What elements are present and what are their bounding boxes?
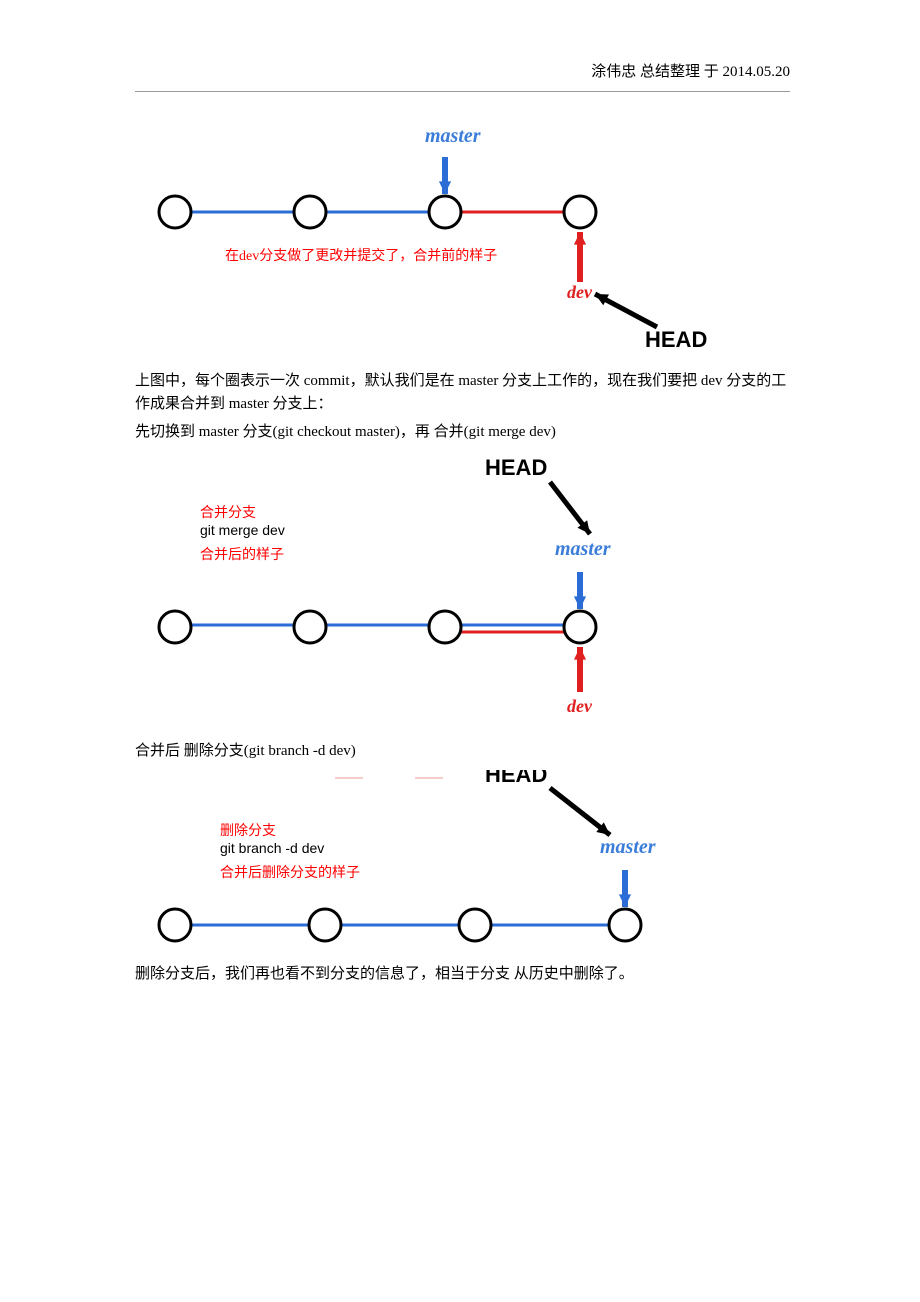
- paragraph-2: 先切换到 master 分支(git checkout master)，再 合并…: [135, 421, 790, 444]
- paragraph-3: 合并后 删除分支(git branch -d dev): [135, 740, 790, 763]
- header-rule: [135, 91, 790, 92]
- diagram-before-merge: master dev HEAD 在dev分支做了更改并提交了，合并前的样子: [135, 112, 790, 362]
- svg-text:dev: dev: [567, 282, 593, 302]
- svg-text:合并后的样子: 合并后的样子: [200, 547, 284, 563]
- diagram-after-delete: HEAD master 删除分支git branch -d dev 合并后删除分支的样…: [135, 770, 790, 955]
- svg-text:合并分支: 合并分支: [200, 505, 256, 521]
- paragraph-1: 上图中，每个圈表示一次 commit，默认我们是在 master 分支上工作的，…: [135, 370, 790, 415]
- svg-text:git branch -d dev: git branch -d dev: [220, 840, 324, 856]
- svg-text:HEAD: HEAD: [485, 455, 547, 480]
- diagram-after-merge: HEAD master dev 合并分支git merge dev 合并后的样子: [135, 452, 790, 732]
- svg-text:master: master: [555, 538, 611, 560]
- svg-text:合并后删除分支的样子: 合并后删除分支的样子: [220, 865, 360, 881]
- page-header: 涂伟忠 总结整理 于 2014.05.20: [135, 60, 790, 81]
- svg-text:HEAD: HEAD: [645, 327, 707, 352]
- svg-text:git merge dev: git merge dev: [200, 522, 285, 538]
- svg-text:HEAD: HEAD: [485, 770, 547, 787]
- svg-text:dev: dev: [567, 696, 593, 716]
- svg-text:master: master: [600, 836, 656, 858]
- svg-text:删除分支: 删除分支: [220, 823, 276, 839]
- paragraph-4: 删除分支后，我们再也看不到分支的信息了，相当于分支 从历史中删除了。: [135, 963, 790, 986]
- svg-text:在dev分支做了更改并提交了，合并前的样子: 在dev分支做了更改并提交了，合并前的样子: [225, 247, 497, 264]
- svg-text:master: master: [425, 125, 481, 147]
